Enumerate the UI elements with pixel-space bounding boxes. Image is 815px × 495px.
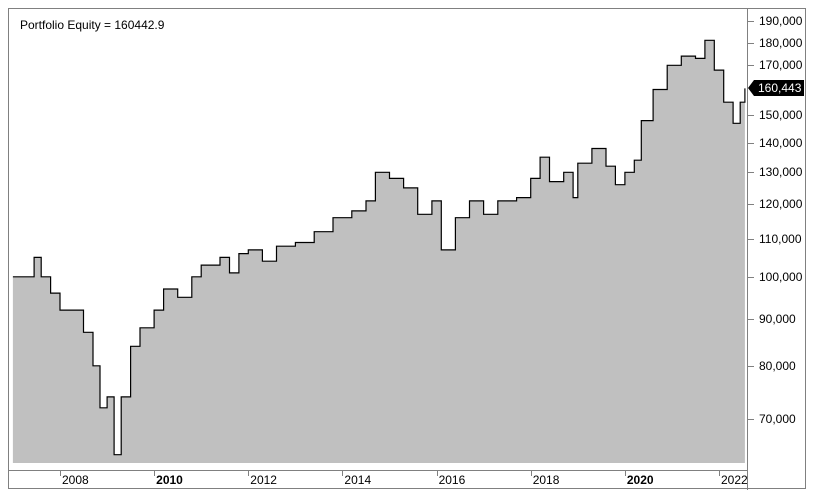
y-tick-label: 70,000 xyxy=(759,412,796,426)
x-tick-label: 2008 xyxy=(62,473,89,487)
x-tick xyxy=(719,471,720,476)
x-tick xyxy=(530,471,532,476)
last-value-badge: 160,443 xyxy=(747,80,805,97)
x-tick-label: 2012 xyxy=(250,473,277,487)
equity-area-fill xyxy=(12,40,745,464)
y-tick xyxy=(748,115,754,117)
x-tick-label: 2014 xyxy=(344,473,372,487)
y-tick-label: 140,000 xyxy=(759,135,803,150)
y-tick xyxy=(748,204,754,206)
x-tick-label: 2020 xyxy=(626,473,654,487)
x-tick-label: 2018 xyxy=(532,473,560,487)
y-tick xyxy=(748,276,754,278)
y-tick xyxy=(748,318,754,320)
y-tick xyxy=(748,172,754,174)
y-axis[interactable]: 190,000 180,000 170,000 150,000 140,000 130,0… xyxy=(747,8,807,490)
y-tick xyxy=(748,419,754,420)
y-tick-label: 120,000 xyxy=(759,197,803,212)
y-tick-label: 80,000 xyxy=(759,358,796,373)
x-tick-label: 2010 xyxy=(156,473,183,487)
y-tick-label: 150,000 xyxy=(759,108,803,123)
x-tick xyxy=(624,471,626,476)
y-tick xyxy=(748,365,754,367)
y-tick xyxy=(748,142,754,144)
y-tick-label: 170,000 xyxy=(759,58,803,73)
x-tick xyxy=(60,471,61,476)
y-tick xyxy=(748,65,754,67)
x-axis[interactable]: 2008 2010 2012 2014 2016 2018 2020 2022 xyxy=(8,470,748,490)
plot-area[interactable]: Portfolio Equity = 160442.9 xyxy=(8,8,748,471)
chart-title: Portfolio Equity = 160442.9 xyxy=(20,18,165,32)
x-tick xyxy=(154,471,156,476)
x-tick xyxy=(436,471,438,476)
x-tick-label: 2016 xyxy=(438,473,466,487)
equity-area-chart xyxy=(12,39,746,464)
y-tick xyxy=(748,42,754,44)
x-tick-label: 2022 xyxy=(721,473,748,487)
x-tick xyxy=(248,471,250,476)
equity-line xyxy=(12,39,746,456)
y-tick-label: 90,000 xyxy=(759,311,796,326)
y-tick-label: 130,000 xyxy=(759,165,803,180)
x-tick xyxy=(342,471,344,476)
y-tick xyxy=(748,238,754,240)
y-tick-label: 100,000 xyxy=(759,269,803,284)
y-tick-label: 190,000 xyxy=(759,14,803,28)
y-tick xyxy=(748,21,754,22)
y-tick-label: 110,000 xyxy=(759,231,802,246)
y-tick-label: 180,000 xyxy=(759,35,803,50)
